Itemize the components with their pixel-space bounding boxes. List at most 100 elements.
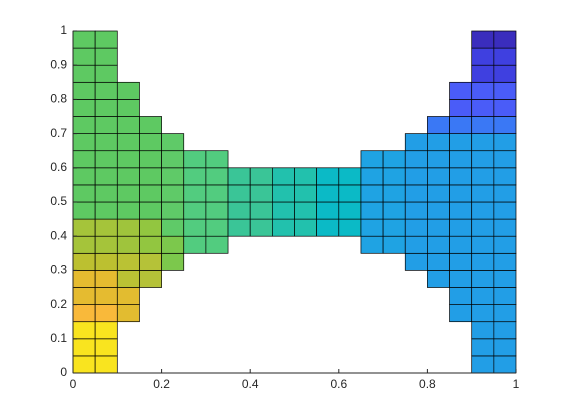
cell bbox=[116, 167, 140, 186]
cell bbox=[449, 252, 473, 271]
cell bbox=[471, 133, 495, 152]
cell bbox=[449, 270, 473, 288]
y-tick-label: 0.5 bbox=[50, 194, 67, 208]
cell bbox=[471, 355, 495, 374]
cell bbox=[183, 235, 207, 254]
cell bbox=[382, 167, 406, 186]
cell bbox=[316, 218, 340, 237]
cell bbox=[471, 321, 495, 340]
cell bbox=[272, 218, 295, 237]
cell bbox=[493, 270, 517, 288]
cell bbox=[94, 150, 118, 169]
cell bbox=[205, 150, 229, 169]
cell bbox=[139, 252, 162, 271]
cell bbox=[205, 167, 229, 186]
cell bbox=[360, 167, 384, 186]
cell bbox=[205, 218, 229, 237]
y-tick-label: 0.6 bbox=[50, 160, 67, 174]
cell bbox=[272, 184, 295, 203]
cell bbox=[493, 116, 517, 134]
cell bbox=[94, 201, 118, 220]
cell bbox=[139, 133, 162, 152]
cell bbox=[94, 287, 118, 305]
cell bbox=[427, 252, 450, 271]
cell bbox=[139, 235, 162, 254]
cell bbox=[360, 218, 384, 237]
cell bbox=[404, 133, 428, 152]
cell bbox=[427, 167, 450, 186]
cell bbox=[471, 167, 495, 186]
cell bbox=[205, 235, 229, 254]
cell bbox=[471, 270, 495, 288]
cell bbox=[72, 81, 96, 100]
cell bbox=[449, 99, 473, 117]
cell bbox=[94, 133, 118, 152]
cell bbox=[493, 167, 517, 186]
cell bbox=[72, 99, 96, 117]
cell bbox=[227, 184, 251, 203]
cell bbox=[449, 133, 473, 152]
cell bbox=[72, 133, 96, 152]
cell bbox=[249, 218, 273, 237]
cell bbox=[294, 167, 317, 186]
cell bbox=[116, 201, 140, 220]
cell bbox=[493, 235, 517, 254]
y-tick-label: 0.7 bbox=[50, 126, 67, 140]
cell bbox=[94, 321, 118, 340]
cell bbox=[72, 252, 96, 271]
cell bbox=[116, 133, 140, 152]
cell bbox=[493, 184, 517, 203]
cell bbox=[404, 235, 428, 254]
y-tick-label: 0.1 bbox=[50, 331, 67, 345]
cell bbox=[94, 81, 118, 100]
cell bbox=[183, 184, 207, 203]
cell bbox=[161, 184, 185, 203]
cell bbox=[139, 218, 162, 237]
cell bbox=[94, 270, 118, 288]
cell bbox=[227, 201, 251, 220]
x-tick-label: 1 bbox=[513, 377, 520, 391]
cell bbox=[471, 30, 495, 49]
cell bbox=[382, 201, 406, 220]
cell bbox=[427, 116, 450, 134]
cell bbox=[72, 64, 96, 83]
cell bbox=[471, 64, 495, 83]
y-tick-label: 1 bbox=[60, 23, 67, 37]
cell bbox=[94, 184, 118, 203]
cell bbox=[116, 81, 140, 100]
cell bbox=[94, 64, 118, 83]
cell bbox=[183, 218, 207, 237]
cell bbox=[493, 287, 517, 305]
cell bbox=[493, 321, 517, 340]
cell bbox=[116, 304, 140, 323]
cell bbox=[427, 218, 450, 237]
cell bbox=[183, 201, 207, 220]
cell bbox=[449, 235, 473, 254]
cell bbox=[139, 150, 162, 169]
cell bbox=[205, 184, 229, 203]
y-tick-label: 0.9 bbox=[50, 57, 67, 71]
cell bbox=[493, 355, 517, 374]
cell bbox=[72, 184, 96, 203]
cell bbox=[427, 270, 450, 288]
cell bbox=[72, 321, 96, 340]
cell bbox=[404, 252, 428, 271]
cell bbox=[471, 47, 495, 66]
cell bbox=[294, 184, 317, 203]
cell bbox=[272, 167, 295, 186]
cell bbox=[427, 235, 450, 254]
cell bbox=[316, 167, 340, 186]
cell bbox=[161, 133, 185, 152]
cell bbox=[161, 235, 185, 254]
cell bbox=[493, 252, 517, 271]
y-tick-label: 0.2 bbox=[50, 297, 67, 311]
cell bbox=[493, 304, 517, 323]
cell bbox=[382, 184, 406, 203]
cell bbox=[72, 355, 96, 374]
cell bbox=[272, 201, 295, 220]
cell bbox=[139, 201, 162, 220]
cell bbox=[183, 167, 207, 186]
x-tick-label: 0.2 bbox=[153, 377, 170, 391]
y-tick-label: 0.4 bbox=[50, 228, 67, 242]
cell bbox=[94, 304, 118, 323]
